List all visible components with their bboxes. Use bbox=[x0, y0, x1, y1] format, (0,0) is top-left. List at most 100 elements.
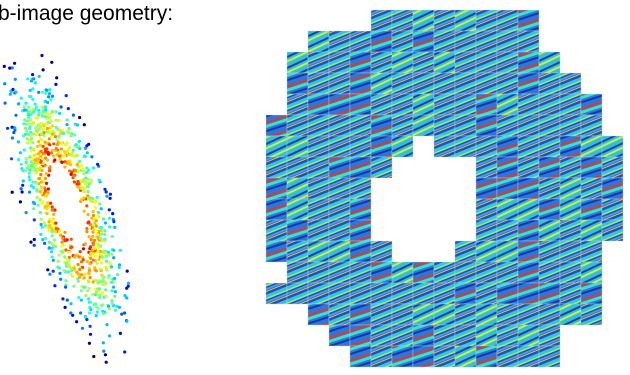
scatter-point bbox=[6, 127, 9, 130]
tile bbox=[266, 157, 287, 178]
scatter-point bbox=[32, 168, 35, 171]
scatter-point bbox=[64, 248, 67, 251]
scatter-point bbox=[78, 116, 81, 119]
scatter-point bbox=[92, 280, 95, 283]
scatter-point bbox=[54, 83, 57, 86]
tile bbox=[308, 136, 329, 157]
scatter-point bbox=[49, 126, 52, 129]
scatter-point bbox=[93, 266, 96, 269]
scatter-point bbox=[74, 123, 77, 126]
scatter-point bbox=[26, 119, 29, 122]
tile bbox=[560, 241, 581, 262]
scatter-point bbox=[64, 286, 67, 289]
tile bbox=[581, 94, 602, 115]
scatter-point bbox=[69, 311, 72, 314]
scatter-point bbox=[101, 255, 104, 258]
tile bbox=[287, 241, 308, 262]
scatter-point bbox=[51, 234, 54, 237]
scatter-point bbox=[82, 286, 85, 289]
tile bbox=[392, 94, 413, 115]
scatter-point bbox=[4, 102, 7, 105]
scatter-point bbox=[92, 259, 95, 262]
tile bbox=[287, 115, 308, 136]
scatter-point bbox=[100, 226, 103, 229]
scatter-point bbox=[48, 220, 51, 223]
scatter-point bbox=[25, 161, 28, 164]
scatter-point bbox=[98, 296, 101, 299]
scatter-point bbox=[103, 239, 106, 242]
scatter-point bbox=[108, 225, 111, 228]
scatter-point bbox=[57, 119, 60, 122]
scatter-point bbox=[114, 290, 117, 293]
scatter-point bbox=[73, 174, 76, 177]
tile bbox=[392, 136, 413, 157]
scatter-point bbox=[63, 150, 66, 153]
tile bbox=[539, 94, 560, 115]
scatter-point bbox=[43, 242, 46, 245]
scatter-point bbox=[111, 212, 114, 215]
tile bbox=[350, 157, 371, 178]
tile bbox=[266, 178, 287, 199]
scatter-point bbox=[35, 106, 38, 109]
scatter-point bbox=[104, 288, 107, 291]
scatter-point bbox=[19, 200, 22, 203]
tile bbox=[518, 325, 539, 346]
scatter-point bbox=[87, 182, 90, 185]
scatter-point bbox=[100, 207, 103, 210]
tile bbox=[560, 178, 581, 199]
tile bbox=[497, 325, 518, 346]
tile bbox=[266, 283, 287, 304]
tile bbox=[497, 115, 518, 136]
scatter-point bbox=[89, 257, 92, 260]
tile bbox=[476, 157, 497, 178]
scatter-point bbox=[113, 277, 116, 280]
scatter-point bbox=[79, 311, 82, 314]
scatter-point bbox=[73, 133, 76, 136]
tile bbox=[413, 10, 434, 31]
scatter-point bbox=[33, 218, 36, 221]
scatter-point bbox=[37, 152, 40, 155]
tile bbox=[329, 304, 350, 325]
tile bbox=[518, 94, 539, 115]
scatter-point bbox=[93, 239, 96, 242]
tile bbox=[329, 115, 350, 136]
scatter-point bbox=[82, 276, 85, 279]
scatter-point bbox=[91, 293, 94, 296]
scatter-point bbox=[20, 97, 23, 100]
scatter-point bbox=[88, 287, 91, 290]
tile bbox=[497, 31, 518, 52]
tile bbox=[266, 220, 287, 241]
tile bbox=[518, 136, 539, 157]
tile bbox=[392, 346, 413, 367]
scatter-point bbox=[59, 129, 62, 132]
scatter-point bbox=[25, 211, 28, 214]
scatter-point bbox=[90, 155, 93, 158]
scatter-point bbox=[87, 190, 90, 193]
scatter-point bbox=[41, 114, 44, 117]
scatter-point bbox=[85, 171, 88, 174]
scatter-point bbox=[75, 143, 78, 146]
scatter-point bbox=[42, 152, 45, 155]
tile bbox=[539, 220, 560, 241]
tile bbox=[497, 52, 518, 73]
tile bbox=[350, 31, 371, 52]
scatter-point bbox=[84, 294, 87, 297]
scatter-point bbox=[57, 260, 60, 263]
tile bbox=[497, 220, 518, 241]
scatter-point bbox=[63, 165, 66, 168]
scatter-point bbox=[39, 144, 42, 147]
scatter-point bbox=[44, 123, 47, 126]
scatter-point bbox=[54, 245, 57, 248]
scatter-point bbox=[61, 297, 64, 300]
scatter-point bbox=[44, 224, 47, 227]
scatter-point bbox=[50, 247, 53, 250]
scatter-point bbox=[84, 155, 87, 158]
scatter-point bbox=[63, 231, 66, 234]
scatter-point bbox=[31, 181, 34, 184]
scatter-point bbox=[77, 272, 80, 275]
tile bbox=[539, 115, 560, 136]
scatter-point bbox=[112, 249, 115, 252]
scatter-point bbox=[127, 282, 130, 285]
scatter-point bbox=[80, 289, 83, 292]
scatter-point bbox=[34, 81, 37, 84]
